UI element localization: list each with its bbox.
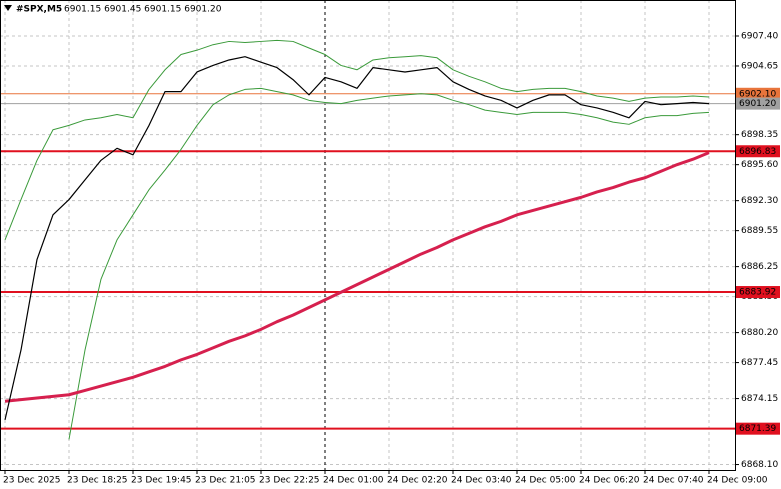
x-tick-label: 23 Dec 19:45 — [131, 476, 192, 486]
series-line — [68, 87, 710, 440]
price-level-tag — [736, 87, 780, 100]
price-level-label: 6901.20 — [739, 99, 776, 109]
y-tick-label: 6880.20 — [741, 328, 778, 338]
y-tick-label: 6904.65 — [741, 61, 778, 71]
x-tick-label: 23 Dec 2025 — [3, 476, 61, 486]
y-tick-label: 6874.15 — [741, 394, 778, 404]
x-tick-label: 24 Dec 06:20 — [579, 476, 640, 486]
price-level-label: 6902.10 — [739, 89, 776, 99]
y-tick-label: 6895.60 — [741, 160, 778, 170]
x-tick-label: 24 Dec 09:00 — [707, 476, 768, 486]
x-tick-label: 24 Dec 02:20 — [387, 476, 448, 486]
y-tick-label: 6907.40 — [741, 31, 778, 41]
chart-title: #SPX,M5 — [16, 5, 62, 15]
price-level-tag — [736, 145, 780, 158]
y-tick-label: 6877.45 — [741, 358, 778, 368]
price-level-label: 6871.39 — [739, 424, 776, 434]
x-tick-label: 24 Dec 05:00 — [515, 476, 576, 486]
price-level-label: 6896.83 — [739, 147, 776, 157]
plot — [0, 39, 735, 440]
x-tick-label: 24 Dec 07:40 — [643, 476, 704, 486]
price-level-label: 6883.92 — [739, 288, 776, 298]
y-tick-label: 6889.55 — [741, 226, 778, 236]
y-tick-label: 6886.25 — [741, 262, 778, 272]
series-line — [4, 39, 710, 241]
price-level-tag — [736, 97, 780, 110]
y-tick-label: 6868.10 — [741, 460, 778, 470]
ohlc-values: 6901.15 6901.45 6901.15 6901.20 — [64, 5, 222, 15]
x-tick-label: 23 Dec 21:05 — [195, 476, 256, 486]
x-tick-label: 24 Dec 03:40 — [451, 476, 512, 486]
symbol-icon — [4, 5, 12, 11]
series-line — [4, 56, 710, 420]
x-tick-label: 24 Dec 01:00 — [323, 476, 384, 486]
plot-frame — [0, 0, 736, 471]
y-tick-label: 6898.35 — [741, 130, 778, 140]
y-tick-label: 6892.30 — [741, 196, 778, 206]
price-level-tag — [736, 422, 780, 435]
price-level-tag — [736, 286, 780, 299]
series-line — [4, 151, 710, 403]
x-tick-label: 23 Dec 18:25 — [67, 476, 128, 486]
x-tick-label: 23 Dec 22:25 — [259, 476, 320, 486]
